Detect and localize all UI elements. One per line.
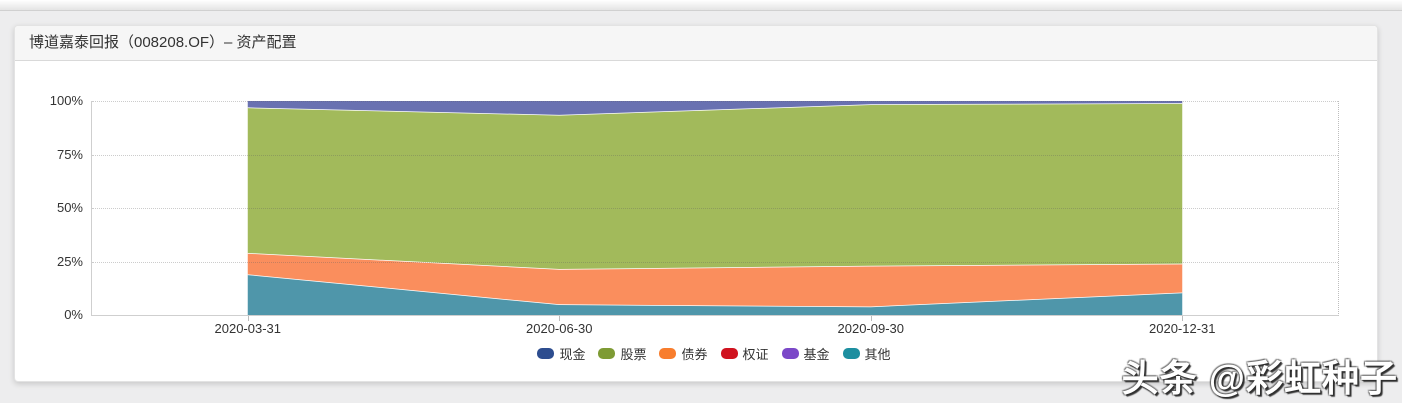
x-axis-tick [247,316,249,321]
legend-swatch [659,348,677,359]
legend-label: 其他 [864,347,891,362]
page-top-strip [0,0,1402,11]
y-axis-label: 75% [56,146,83,162]
legend-item-权证[interactable]: 权证 [720,344,769,363]
stacked-area-svg [247,101,1183,315]
y-axis-label: 100% [49,93,83,108]
x-axis-label: 2020-06-30 [526,321,593,336]
x-axis-tick [870,316,872,321]
area-band-股票 [247,103,1183,269]
legend-label: 基金 [803,347,830,362]
fund-asset-allocation-card: 博道嘉泰回报（008208.OF）– 资产配置 现金 股票 债券 权证 基金 其他 0% 2… [14,25,1378,382]
area-band-其他 [247,274,1183,315]
legend-item-股票[interactable]: 股票 [598,344,646,363]
y-axis-label: 25% [56,253,83,269]
x-axis-tick [1182,316,1184,321]
legend-label: 现金 [559,347,586,362]
plot-area [91,101,1339,316]
y-axis-label: 0% [64,307,83,322]
gridline-100 [92,101,1338,102]
toutiao-watermark: 头条 @彩虹种子 [1121,358,1398,399]
gridline-50 [92,208,1338,209]
area-band-现金 [247,101,1183,115]
legend-swatch [598,348,616,359]
legend-swatch [537,348,555,359]
y-axis-label: 50% [56,200,83,215]
x-axis-tick [559,316,561,321]
legend-item-债券[interactable]: 债券 [659,344,708,363]
legend-label: 权证 [742,347,769,362]
gridline-25 [92,261,1338,263]
x-axis-label: 2020-12-31 [1149,321,1216,336]
card-title: 博道嘉泰回报（008208.OF）– 资产配置 [29,34,297,51]
legend-item-现金[interactable]: 现金 [537,344,585,363]
area-band-债券 [247,252,1183,307]
legend-swatch [842,348,860,359]
chart-legend: 现金 股票 债券 权证 基金 其他 [91,344,1337,363]
legend-swatch [781,348,799,359]
legend-swatch [720,348,738,359]
card-header: 博道嘉泰回报（008208.OF）– 资产配置 [15,26,1377,61]
x-axis-label: 2020-03-31 [214,321,282,336]
x-axis-label: 2020-09-30 [837,321,905,336]
gridline-75 [92,154,1338,156]
legend-label: 债券 [681,347,708,362]
legend-label: 股票 [620,347,647,362]
legend-item-基金[interactable]: 基金 [781,344,830,363]
asset-allocation-chart: 现金 股票 债券 权证 基金 其他 0% 25% 50% 75% 100% 2020-03-31 20… [15,61,1377,382]
legend-item-其他[interactable]: 其他 [842,344,891,363]
